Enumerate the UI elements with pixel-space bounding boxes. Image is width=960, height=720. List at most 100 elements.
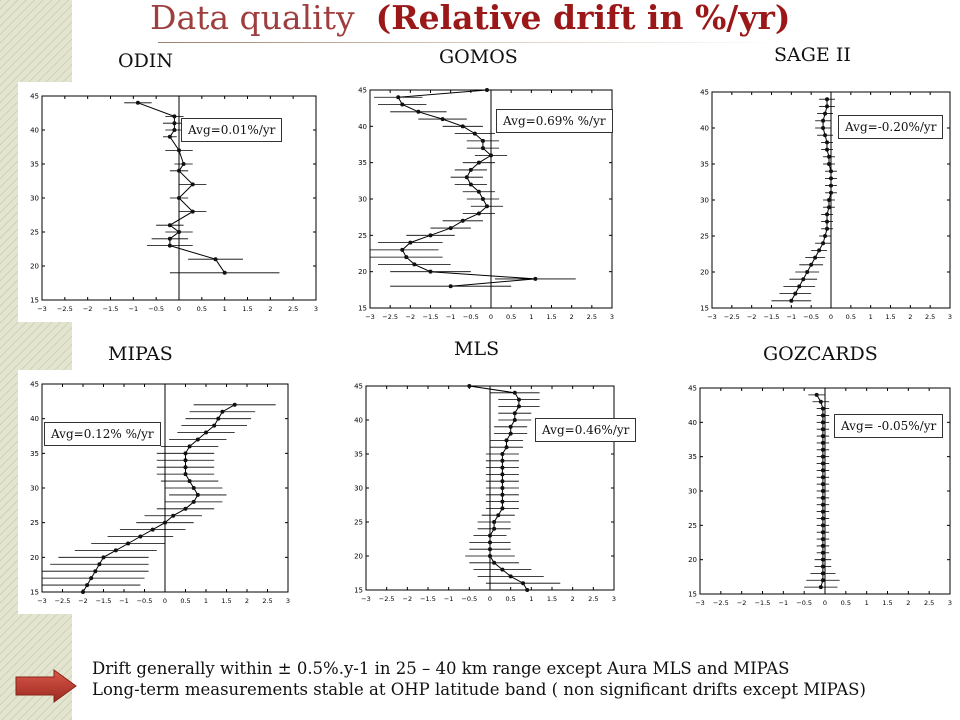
data-point <box>496 513 501 518</box>
data-point <box>195 437 200 442</box>
data-point <box>825 104 830 109</box>
data-point <box>817 248 822 253</box>
y-tick-label: 40 <box>30 415 39 423</box>
x-tick-label: 1.5 <box>885 313 895 321</box>
data-point <box>820 564 825 569</box>
note-line-1: Drift generally within ± 0.5%.y-1 in 25 … <box>92 659 790 678</box>
data-point <box>89 576 94 581</box>
data-point <box>500 499 505 504</box>
y-tick-label: 45 <box>358 87 367 95</box>
data-point <box>172 121 177 126</box>
x-tick-label: −0.5 <box>137 597 153 605</box>
data-point <box>500 458 505 463</box>
data-point <box>183 465 188 470</box>
data-point <box>820 413 825 418</box>
x-tick-label: −1 <box>787 313 797 321</box>
x-tick-label: 2 <box>570 313 574 321</box>
data-point <box>508 431 513 436</box>
x-tick-label: 2.5 <box>587 313 597 321</box>
data-point <box>177 196 181 200</box>
data-point <box>825 212 830 217</box>
data-point <box>476 189 481 194</box>
x-tick-label: 0.5 <box>506 313 516 321</box>
data-point <box>135 100 140 105</box>
data-point <box>163 520 167 525</box>
chart-odin: −3 −2.5 −2 −1.5 −1 −0.5 0 0.5 1 1.5 2 2.5 3 15 20 25 30 3… <box>30 93 318 314</box>
data-point <box>818 585 823 590</box>
data-point <box>190 209 195 214</box>
y-tick-label: 25 <box>700 233 709 241</box>
data-point <box>823 111 828 116</box>
data-point <box>820 420 825 425</box>
data-point <box>183 451 188 456</box>
y-tick-label: 40 <box>688 419 697 427</box>
x-tick-label: 1 <box>529 595 533 603</box>
y-tick-label: 30 <box>30 195 39 203</box>
data-point <box>818 399 823 404</box>
data-point <box>195 492 200 497</box>
x-tick-label: −1.5 <box>96 597 112 605</box>
data-point <box>177 148 181 153</box>
data-point <box>150 527 155 532</box>
data-point <box>820 454 825 459</box>
data-point <box>172 128 177 132</box>
x-tick-label: 0.5 <box>505 595 515 603</box>
y-tick-label: 40 <box>358 123 367 131</box>
y-tick-label: 40 <box>700 125 709 133</box>
chart-sage2: −3 −2.5 −2 −1.5 −1 −0.5 0 0.5 1 1.5 2 2.5 3 15 20 25 30 3… <box>700 89 952 322</box>
data-point <box>492 560 497 565</box>
x-tick-label: −2.5 <box>55 597 71 605</box>
x-tick-label: 3 <box>948 599 952 607</box>
y-tick-label: 25 <box>30 519 39 527</box>
data-point <box>820 509 825 514</box>
data-point <box>516 397 521 402</box>
x-tick-label: 1.5 <box>242 305 252 313</box>
x-tick-label: −1.5 <box>103 305 119 313</box>
data-point <box>488 540 492 545</box>
data-point <box>480 138 485 143</box>
data-point <box>829 176 833 181</box>
data-point <box>232 402 237 407</box>
title-underline <box>158 42 778 43</box>
data-point <box>504 445 509 450</box>
data-point <box>820 537 825 542</box>
y-tick-label: 45 <box>688 385 697 393</box>
x-tick-label: 1 <box>529 313 533 321</box>
y-tick-label: 20 <box>30 554 39 562</box>
avg-box-gomos: Avg=0.69% %/yr <box>496 109 613 133</box>
x-tick-label: −0.5 <box>803 313 819 321</box>
data-point <box>827 198 832 202</box>
data-point <box>820 550 825 555</box>
y-tick-label: 20 <box>700 269 709 277</box>
y-tick-label: 20 <box>30 263 39 271</box>
y-tick-label: 35 <box>30 450 39 458</box>
slide-title: Data quality (Relative drift in %/yr) <box>150 0 791 37</box>
y-tick-label: 30 <box>688 488 697 496</box>
data-point <box>101 555 106 560</box>
x-tick-label: 0.5 <box>841 599 851 607</box>
y-tick-label: 20 <box>358 268 367 276</box>
y-tick-label: 45 <box>30 381 39 389</box>
x-tick-label: 3 <box>948 313 952 321</box>
x-tick-label: −1.5 <box>420 595 436 603</box>
avg-box-mls: Avg=0.46%/yr <box>535 418 637 442</box>
drift-profile-line <box>397 89 536 287</box>
x-tick-label: −3 <box>37 597 47 605</box>
x-tick-label: 0.5 <box>197 305 207 313</box>
data-point <box>825 97 830 102</box>
x-tick-label: −1 <box>446 313 456 321</box>
data-point <box>400 102 405 107</box>
data-point <box>820 502 825 507</box>
data-point <box>820 434 825 439</box>
x-tick-label: 2.5 <box>288 305 298 313</box>
data-point <box>480 197 485 201</box>
data-point <box>222 270 227 275</box>
x-tick-label: 1 <box>223 305 227 313</box>
y-tick-label: 35 <box>30 161 39 169</box>
x-tick-label: 3 <box>314 305 318 313</box>
data-point <box>476 211 481 216</box>
data-point <box>412 262 417 267</box>
data-point <box>172 114 177 119</box>
data-point <box>825 219 830 224</box>
data-point <box>484 204 489 209</box>
